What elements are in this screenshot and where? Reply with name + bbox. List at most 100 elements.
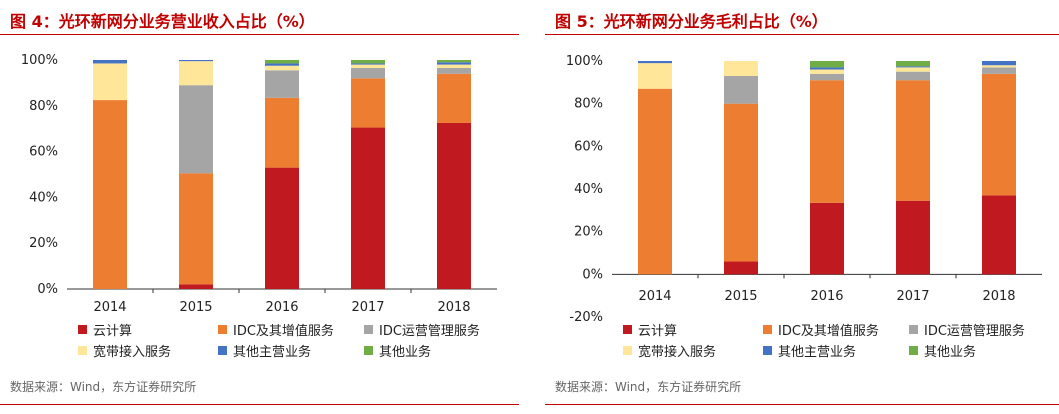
legend-swatch (218, 325, 227, 334)
legend-item: IDC运营管理服务 (909, 320, 1025, 339)
bar-segment (265, 97, 299, 168)
legend-swatch (218, 346, 227, 355)
y-tick-label: 80% (574, 97, 603, 112)
bar-segment (437, 122, 471, 289)
legend-item: 宽带接入服务 (78, 341, 171, 360)
legend-item: 宽带接入服务 (623, 341, 716, 360)
legend-swatch (364, 346, 373, 355)
legend-label: IDC及其增值服务 (778, 324, 879, 339)
bar-segment (437, 64, 471, 69)
legend-item: 其他业务 (909, 341, 976, 360)
bar-segment (896, 80, 930, 201)
title-rule (0, 34, 519, 35)
legend-swatch (763, 325, 772, 334)
legend-label: IDC运营管理服务 (379, 324, 480, 339)
bar-segment (724, 261, 758, 275)
bottom-rule (0, 404, 519, 405)
legend-swatch (763, 346, 772, 355)
legend-label: 云计算 (93, 324, 133, 339)
x-tick-label: 2014 (93, 300, 126, 315)
bar-segment (93, 63, 127, 101)
bar-segment (179, 60, 213, 62)
bar-segment (437, 73, 471, 123)
bar-segment (982, 195, 1016, 275)
legend-item: 其他主营业务 (218, 341, 311, 360)
bar-segment (896, 66, 930, 68)
x-tick-label: 2017 (351, 300, 384, 315)
bar-segment (982, 61, 1016, 66)
title-rule (545, 34, 1059, 35)
bar-segment (982, 67, 1016, 74)
bar-segment (437, 68, 471, 74)
bar-segment (351, 64, 385, 69)
legend-label: 宽带接入服务 (638, 345, 717, 360)
bar-segment (265, 167, 299, 289)
legend-item: IDC及其增值服务 (218, 320, 334, 339)
chart-panel-gross-profit: 图 5：光环新网分业务毛利占比（%） -20% 0% 20% 40% 60% 80% 100… (545, 0, 1059, 414)
bar-segment (982, 65, 1016, 68)
bar-segment (896, 71, 930, 81)
bar-segment (896, 67, 930, 72)
legend-item: 其他业务 (364, 341, 431, 360)
bottom-rule (545, 404, 1059, 405)
bar-segment (351, 63, 385, 65)
y-tick-label: 40% (574, 182, 603, 197)
bar-segment (93, 60, 127, 64)
bar-segment (982, 73, 1016, 196)
legend-label: 其他主营业务 (778, 345, 857, 360)
y-tick-label: 100% (566, 54, 603, 69)
x-tick-label: 2017 (896, 289, 929, 304)
legend-swatch (623, 346, 632, 355)
stacked-bar-chart-revenue: 0% 20% 40% 60% 80% 100% 2014 2015 2016 2017 2018 (21, 53, 497, 315)
x-tick-label: 2015 (179, 300, 212, 315)
legend-label: 其他主营业务 (233, 345, 312, 360)
legend-swatch (909, 325, 918, 334)
legend-swatch (364, 325, 373, 334)
bar-segment (810, 69, 844, 74)
legend-label: 其他业务 (379, 345, 432, 360)
x-tick-label: 2018 (982, 289, 1015, 304)
y-tick-label: 60% (574, 139, 603, 154)
bar-segment (437, 62, 471, 65)
bar-segment (265, 65, 299, 71)
legend-label: 其他业务 (924, 345, 977, 360)
bar-segment (179, 85, 213, 174)
bar-segment (93, 100, 127, 289)
legend-swatch (78, 346, 87, 355)
bar-segment (179, 284, 213, 289)
y-tick-label: 60% (29, 145, 58, 160)
y-tick-label: 20% (29, 236, 58, 251)
bar-segment (265, 70, 299, 98)
bar-segment (351, 60, 385, 64)
bar-segment (896, 61, 930, 67)
chart-title: 图 5：光环新网分业务毛利占比（%） (555, 12, 828, 31)
bar-segment (179, 61, 213, 86)
legend-swatch (909, 346, 918, 355)
legend-item: 其他主营业务 (763, 341, 856, 360)
y-tick-label: 0% (582, 267, 603, 282)
bar-segment (638, 88, 672, 275)
y-tick-label: 0% (37, 282, 58, 297)
bar-segment (265, 63, 299, 66)
bar-segment (810, 80, 844, 203)
bar-segment (896, 200, 930, 275)
y-tick-label: 40% (29, 190, 58, 205)
legend-label: 云计算 (638, 324, 678, 339)
y-tick-label: -20% (569, 310, 603, 322)
bar-segment (437, 60, 471, 63)
stacked-bar-chart-gross-profit: -20% 0% 20% 40% 60% 80% 100% 2014 2015 2016 2017 20… (566, 54, 1042, 322)
bar-segment (724, 103, 758, 262)
y-tick-label: 80% (29, 99, 58, 114)
bar-segment (724, 75, 758, 104)
legend-item: IDC运营管理服务 (364, 320, 480, 339)
legend-label: IDC运营管理服务 (924, 324, 1025, 339)
chart-panel-revenue: 图 4：光环新网分业务营业收入占比（%） 0% 20% 40% 60% 80% 100% 2… (0, 0, 519, 414)
x-tick-label: 2016 (265, 300, 298, 315)
legend-item: 云计算 (623, 320, 677, 339)
bar-segment (810, 73, 844, 81)
legend-label: IDC及其增值服务 (233, 324, 334, 339)
bar-segment (724, 61, 758, 76)
x-tick-label: 2014 (638, 289, 671, 304)
legend-label: 宽带接入服务 (93, 345, 172, 360)
x-tick-label: 2016 (810, 289, 843, 304)
